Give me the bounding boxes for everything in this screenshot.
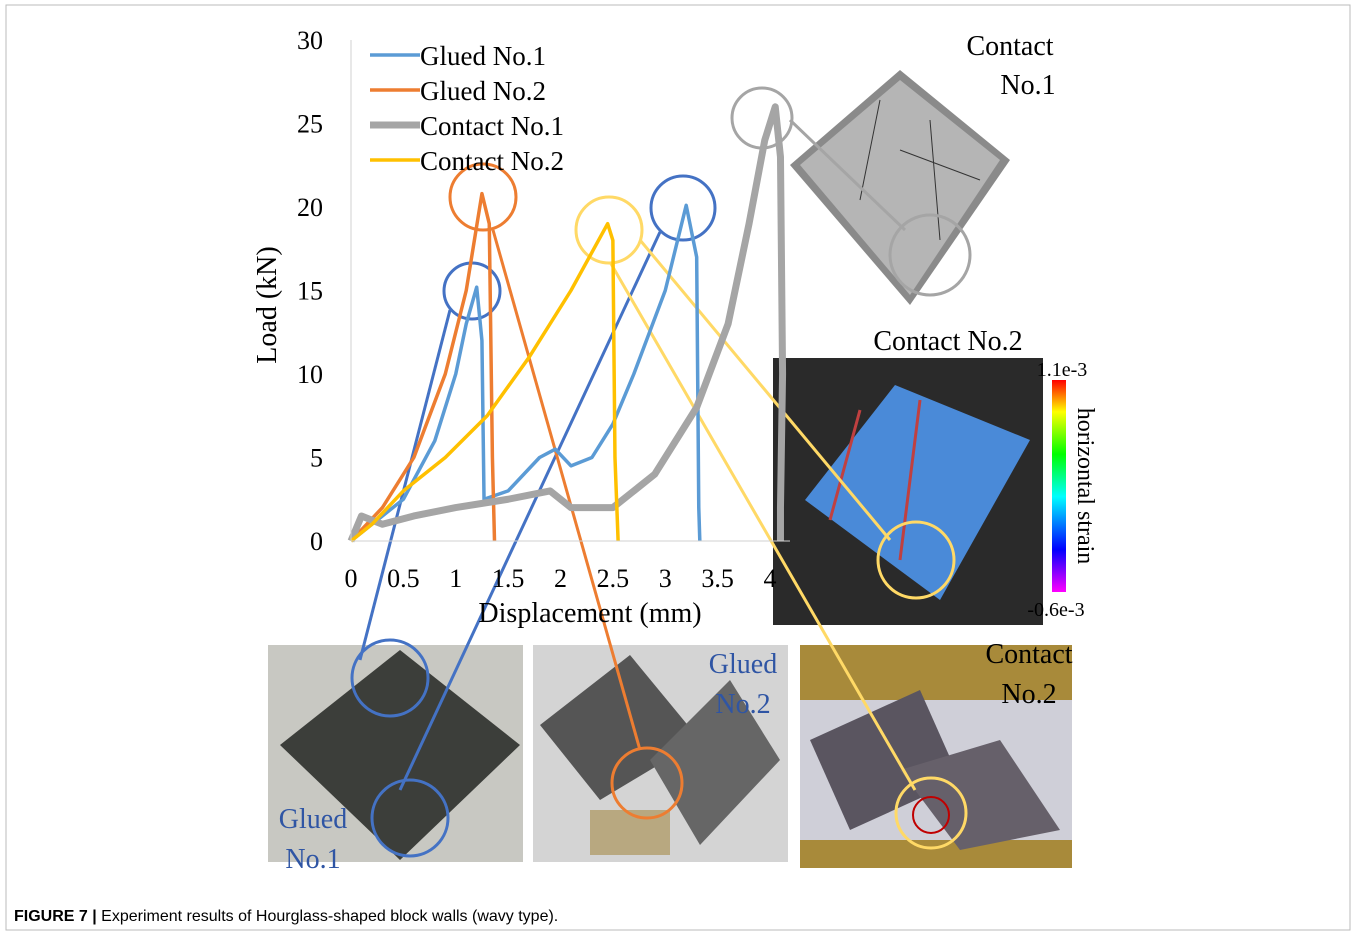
x-tick-label: 0.5 bbox=[387, 564, 420, 593]
photo-label: No.1 bbox=[285, 844, 340, 875]
y-tick-label: 10 bbox=[297, 360, 323, 389]
y-tick-label: 15 bbox=[297, 277, 323, 306]
photo-label: No.2 bbox=[1001, 679, 1056, 710]
colorbar-label: -0.6e-3 bbox=[1027, 599, 1084, 621]
y-tick-label: 20 bbox=[297, 193, 323, 222]
legend-label: Glued No.1 bbox=[420, 41, 546, 71]
caption-label: FIGURE 7 | bbox=[14, 908, 97, 925]
photo-label: Contact bbox=[985, 639, 1072, 670]
photo-label: No.2 bbox=[715, 689, 770, 720]
photo-contact2-dic bbox=[773, 358, 1066, 625]
legend-label: Contact No.2 bbox=[420, 146, 564, 176]
y-tick-label: 5 bbox=[310, 444, 323, 473]
x-tick-label: 1 bbox=[449, 564, 462, 593]
y-tick-label: 0 bbox=[310, 527, 323, 556]
x-tick-label: 3.5 bbox=[701, 564, 734, 593]
chart: 0 5 10 15 20 25 30 0 0.5 1 1.5 2 2.5 3 3.5 4 Glued No.1 G… bbox=[297, 26, 783, 593]
x-tick-label: 0 bbox=[345, 564, 358, 593]
x-tick-label: 3 bbox=[659, 564, 672, 593]
colorbar-label: 1.1e-3 bbox=[1037, 359, 1088, 381]
photo-label: Contact No.2 bbox=[873, 326, 1022, 357]
photo-contact1 bbox=[790, 70, 1010, 305]
x-axis-title: Displacement (mm) bbox=[478, 598, 701, 629]
legend-label: Glued No.2 bbox=[420, 76, 546, 106]
caption-text: Experiment results of Hourglass-shaped b… bbox=[101, 908, 558, 925]
x-tick-label: 4 bbox=[764, 564, 777, 593]
y-tick-label: 25 bbox=[297, 110, 323, 139]
photo-label: No.1 bbox=[1000, 70, 1055, 101]
x-tick-label: 2 bbox=[554, 564, 567, 593]
y-tick-label: 30 bbox=[297, 26, 323, 55]
photo-label: Contact bbox=[966, 31, 1053, 62]
photo-label: Glued bbox=[279, 804, 347, 835]
series-line bbox=[351, 194, 495, 541]
colorbar-title: horizontal strain bbox=[1072, 408, 1098, 565]
y-axis-title: Load (kN) bbox=[252, 246, 283, 363]
figure: Contact No.1 Contact No.2 1.1e-3 -0.6e-3… bbox=[0, 0, 1357, 936]
photo-label: Glued bbox=[709, 649, 777, 680]
legend-label: Contact No.1 bbox=[420, 111, 564, 141]
caption: FIGURE 7 | Experiment results of Hourgla… bbox=[14, 908, 558, 925]
x-tick-label: 1.5 bbox=[492, 564, 525, 593]
x-tick-label: 2.5 bbox=[597, 564, 630, 593]
